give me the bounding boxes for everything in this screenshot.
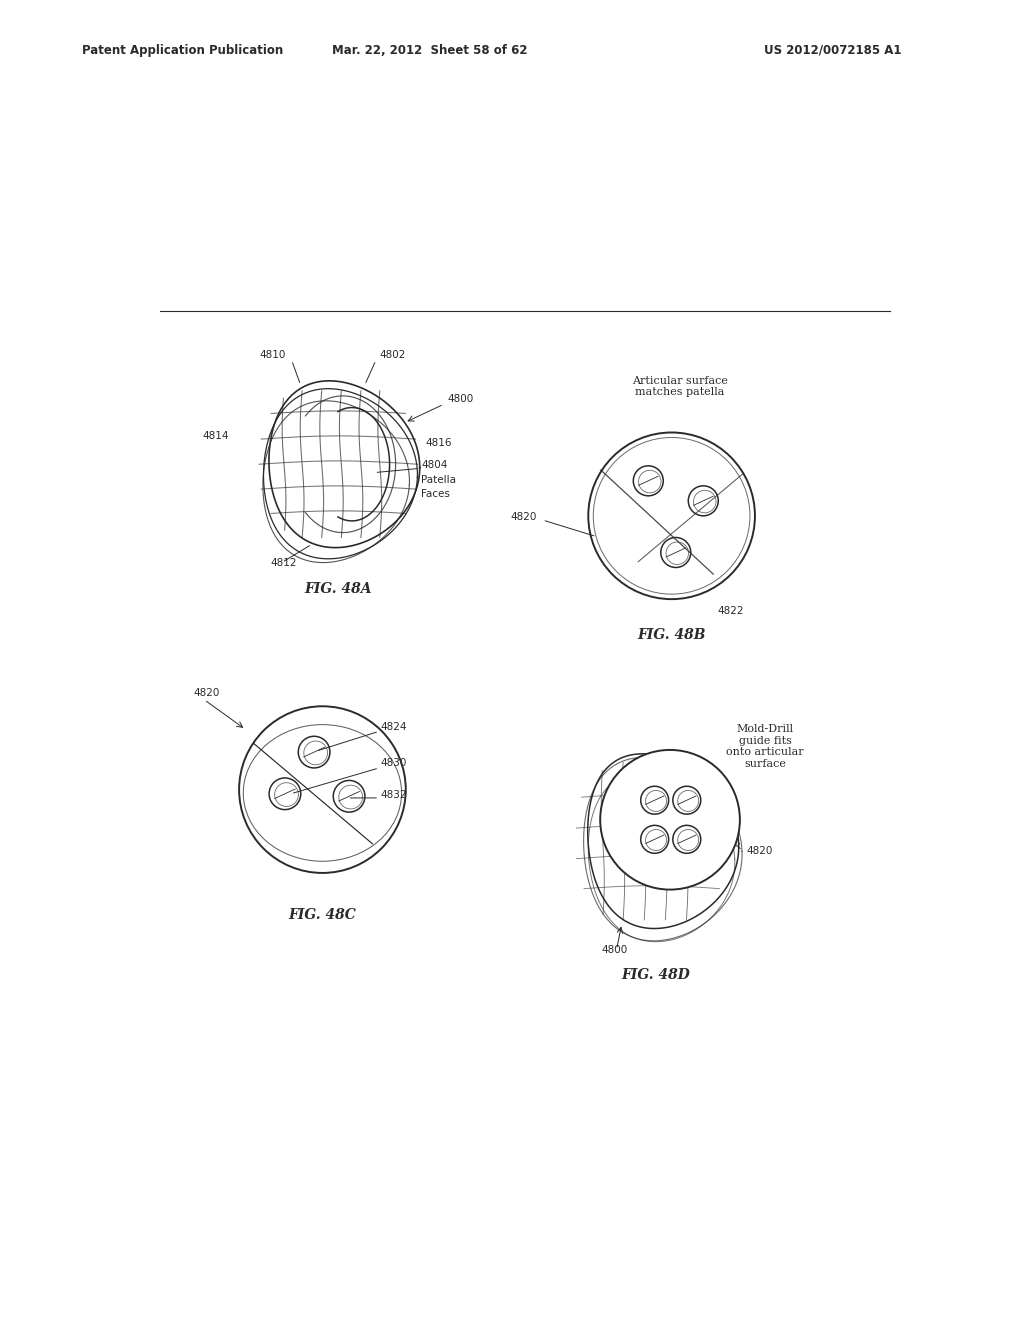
Text: 4822: 4822 [718,606,744,616]
Text: Articular surface
matches patella: Articular surface matches patella [632,376,728,397]
Text: 4812: 4812 [270,558,297,568]
Text: 4800: 4800 [447,393,474,404]
Text: 4804: 4804 [421,461,447,470]
Text: 4810: 4810 [259,350,286,359]
Text: US 2012/0072185 A1: US 2012/0072185 A1 [764,44,901,57]
Text: 4830: 4830 [381,758,408,768]
Text: 4820: 4820 [194,688,220,698]
Text: 4820: 4820 [746,846,772,855]
Text: FIG. 48C: FIG. 48C [289,908,356,921]
Text: 4816: 4816 [425,438,452,447]
Text: 4802: 4802 [380,350,407,359]
Text: 4832: 4832 [381,789,408,800]
Text: Mar. 22, 2012  Sheet 58 of 62: Mar. 22, 2012 Sheet 58 of 62 [333,44,527,57]
Text: Faces: Faces [421,488,451,499]
Text: 4820: 4820 [510,512,537,521]
Text: FIG. 48D: FIG. 48D [622,969,690,982]
Text: FIG. 48A: FIG. 48A [304,582,372,597]
Text: Mold-Drill
guide fits
onto articular
surface: Mold-Drill guide fits onto articular sur… [726,723,804,768]
Text: 4800: 4800 [601,945,628,956]
Text: Patella: Patella [421,475,457,484]
Ellipse shape [600,750,740,890]
Text: FIG. 48B: FIG. 48B [637,628,706,642]
Text: 4824: 4824 [381,722,408,731]
Text: Patent Application Publication: Patent Application Publication [82,44,284,57]
Text: 4814: 4814 [203,432,229,441]
